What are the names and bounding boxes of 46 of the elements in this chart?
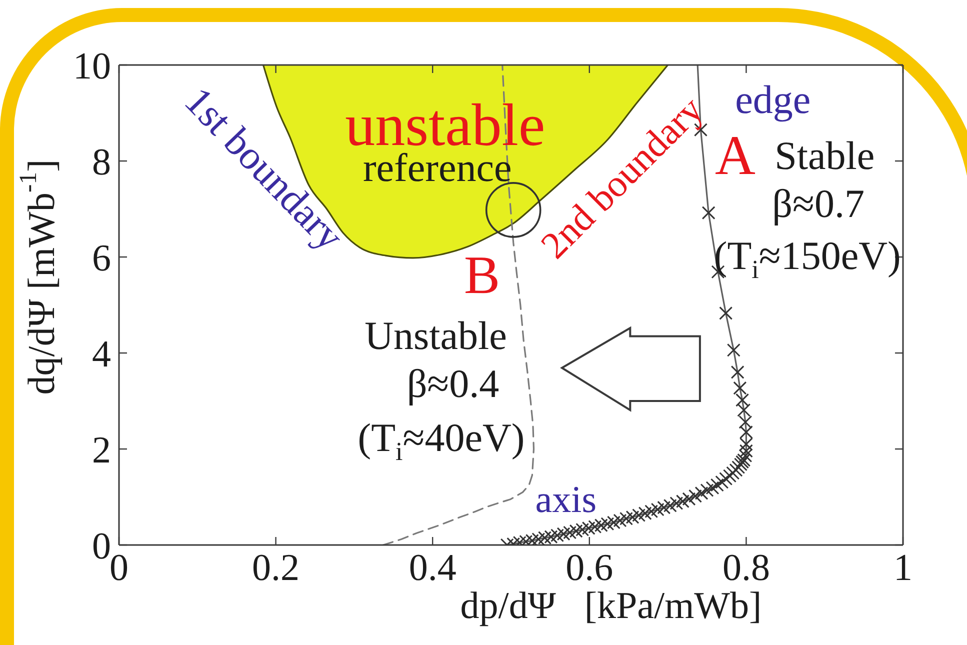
annotation: (T$_{i}$≈150eV) xyxy=(714,232,901,284)
y-tick-label: 6 xyxy=(92,237,111,280)
annotation: Unstable xyxy=(364,312,507,358)
point xyxy=(682,492,696,506)
y-tick-label: 8 xyxy=(92,141,111,184)
point xyxy=(715,475,729,489)
point xyxy=(736,393,750,407)
x-tick-label: 0.4 xyxy=(408,546,456,589)
point xyxy=(670,496,684,510)
point xyxy=(722,469,736,483)
annotation: β≈0.4 xyxy=(406,360,500,406)
y-tick-label: 4 xyxy=(92,333,111,376)
annotation: Stable xyxy=(774,132,875,178)
point xyxy=(657,500,671,514)
point xyxy=(650,502,664,516)
point xyxy=(638,506,652,520)
point xyxy=(730,365,744,379)
y-tick-label: 10 xyxy=(73,45,111,88)
point xyxy=(700,484,714,498)
point xyxy=(663,498,677,512)
point xyxy=(729,463,743,477)
point xyxy=(739,425,753,439)
point xyxy=(726,343,740,357)
point xyxy=(688,489,702,503)
point xyxy=(694,486,708,500)
annotation: edge xyxy=(735,76,811,122)
y-tick-label: 2 xyxy=(92,429,111,472)
point xyxy=(710,478,724,492)
point xyxy=(702,206,716,220)
annotation: A xyxy=(714,125,756,188)
annotation: axis xyxy=(535,478,596,521)
point xyxy=(676,494,690,508)
point xyxy=(738,448,752,462)
point xyxy=(706,481,720,495)
point xyxy=(737,403,751,417)
x-tick-label: 0.2 xyxy=(252,546,300,589)
x-tick-label: 1 xyxy=(894,546,912,589)
annotation: (T$_{i}$≈40eV) xyxy=(358,414,525,466)
point xyxy=(733,381,747,395)
point xyxy=(719,306,733,320)
annotation: β≈0.7 xyxy=(772,180,864,226)
point xyxy=(738,415,752,429)
point xyxy=(739,437,753,451)
annotation: B xyxy=(464,245,500,305)
point xyxy=(739,444,753,458)
point xyxy=(644,504,658,518)
